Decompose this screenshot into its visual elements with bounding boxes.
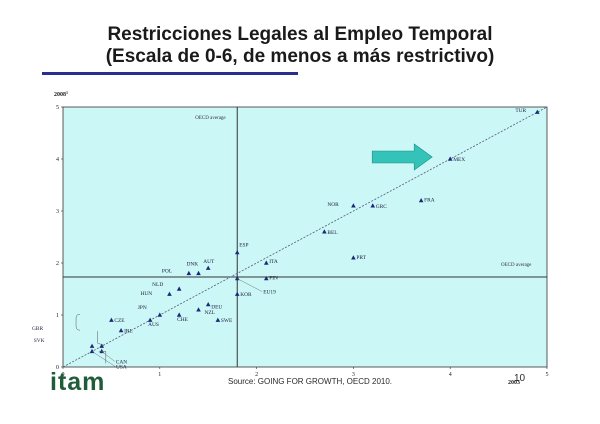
point-tur [535, 109, 540, 114]
point-gbr [89, 343, 95, 348]
bracket-left [75, 313, 81, 331]
point-aus [147, 317, 153, 322]
point-label-can: CAN [116, 359, 127, 365]
point-can [99, 348, 105, 354]
point-mex [447, 156, 453, 161]
point-svk [99, 343, 105, 348]
point-label-cze: CZE [114, 318, 125, 324]
point-label-dnk: DNK [187, 261, 199, 267]
point-label-prt: PRT [356, 255, 366, 261]
point-label-aut: AUT [203, 259, 215, 265]
x-tick-label: 1 [158, 372, 161, 378]
point-label-fra: FRA [424, 198, 435, 204]
y-tick-label: 1 [56, 313, 59, 319]
x-axis-label: 2003 [508, 380, 520, 386]
x-tick-label: 4 [449, 372, 452, 378]
slide-title-line1: Restricciones Legales al Empleo Temporal [107, 24, 493, 45]
point-label-jpn: JPN [138, 305, 147, 311]
point-label-deu: DEU [211, 305, 222, 311]
data-points: TUR MEX FRA GRC NOR BEL PRT ESP ITA AUT FIN DNK POL E… [32, 108, 540, 370]
point-nzl [196, 307, 201, 312]
point-label-gbr: GBR [32, 326, 43, 332]
point-fra [418, 198, 424, 203]
point-label-swe: SWE [221, 318, 233, 324]
point-jpn [157, 312, 163, 317]
trend-line [62, 106, 548, 368]
bracket-connector [97, 331, 104, 346]
highlight-arrow [371, 143, 433, 171]
slide-title-line2: (Escala de 0-6, de menos a más restricti… [105, 46, 495, 67]
point-label-kor: KOR [240, 292, 252, 298]
point-nld [176, 286, 182, 291]
y-axis-label: 20081 [54, 90, 68, 98]
point-label-fin: FIN [269, 276, 278, 282]
oecd-average-lines [63, 107, 547, 367]
leader-line [91, 351, 116, 367]
x-tick-label: 5 [546, 372, 549, 378]
y-tick-label: 3 [56, 209, 59, 215]
point-label-ita: ITA [269, 259, 278, 265]
point-irl [118, 328, 124, 333]
point-label-nzl: NZL [205, 310, 215, 316]
x-tick-label: 3 [352, 372, 355, 378]
x-tick-label: 2 [255, 372, 258, 378]
point-label-bel: BEL [327, 230, 337, 236]
y-tick-label: 2 [56, 261, 59, 267]
title-underline [42, 72, 298, 75]
point-cze [109, 317, 114, 322]
x-tick-label: 0 [62, 372, 65, 378]
point-hun [167, 291, 172, 296]
point-label-nld: NLD [152, 282, 163, 288]
oecd-average-horizontal-label: OECD average [501, 263, 532, 268]
point-label-pol: POL [162, 268, 172, 274]
point-label-esp: ESP [239, 243, 248, 249]
source-note: Source: GOING FOR GROWTH, OECD 2010. [228, 377, 393, 386]
point-label-nor: NOR [327, 202, 339, 208]
point-label-irl: IRL [124, 329, 133, 335]
y-tick-label: 5 [56, 105, 59, 111]
point-label-mex: MEX [453, 157, 465, 163]
leader-line [237, 278, 263, 292]
point-kor [234, 291, 240, 296]
point-ita [263, 260, 269, 265]
y-tick-label: 4 [56, 157, 59, 163]
point-swe [215, 317, 221, 322]
point-label-svk: SVK [34, 338, 45, 344]
point-deu [205, 302, 211, 307]
point-label-eu19: EU19 [263, 290, 276, 296]
y-tick-label: 0 [56, 365, 59, 371]
page-number: 10 [514, 373, 526, 384]
point-bel [322, 229, 327, 234]
point-dnk [196, 270, 201, 276]
leader-line [101, 351, 115, 362]
point-grc [370, 203, 376, 208]
point-pol [186, 270, 192, 276]
point-fin [263, 276, 269, 281]
point-che [176, 312, 182, 317]
oecd-average-vertical-label: OECD average [195, 116, 226, 121]
point-label-usa: USA [116, 364, 127, 370]
point-label-che: CHE [177, 317, 188, 323]
point-label-aus: AUS [148, 322, 159, 328]
point-label-hun: HUN [140, 291, 152, 297]
point-aut [205, 265, 211, 270]
itam-logo: itam [50, 368, 106, 396]
point-label-tur: TUR [515, 108, 526, 114]
label-brackets [75, 313, 107, 364]
point-esp [234, 250, 240, 255]
point-prt [351, 255, 356, 260]
point-label-grc: GRC [376, 204, 387, 210]
point-nor [351, 203, 356, 208]
bracket-right [98, 351, 107, 364]
axis-ticks: 0 1 2 3 4 5 0 1 2 3 4 5 [56, 105, 549, 378]
